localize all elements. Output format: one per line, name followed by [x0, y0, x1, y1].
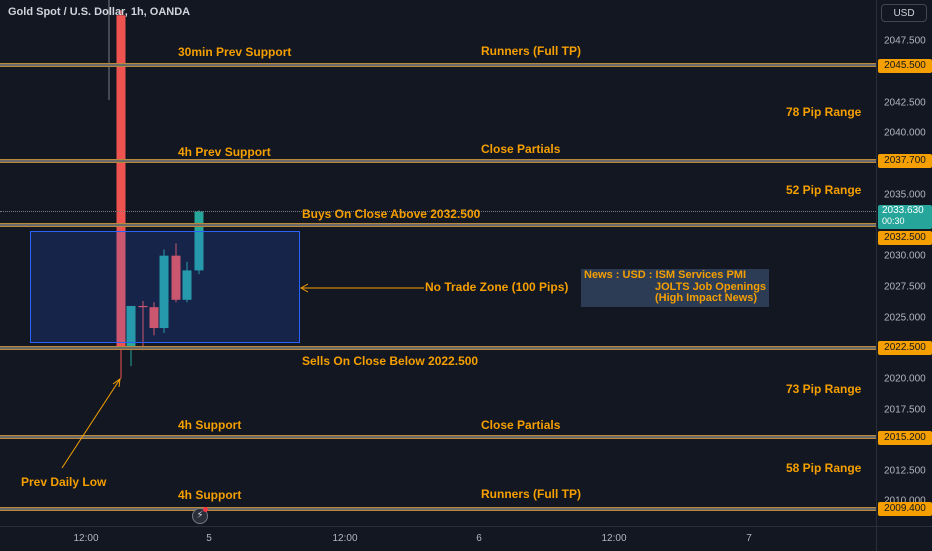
level-line-2037[interactable]	[0, 159, 876, 163]
price-tick: 2047.500	[884, 35, 926, 47]
price-tag-2032[interactable]: 2032.500	[878, 231, 932, 245]
news-line-2: JOLTS Job Openings	[655, 280, 767, 293]
price-tick: 2012.500	[884, 465, 926, 477]
label-78-pip-range: 78 Pip Range	[786, 105, 862, 119]
label-close-partials-top: Close Partials	[481, 142, 561, 156]
currency-button[interactable]: USD	[881, 4, 927, 22]
level-line-2045[interactable]	[0, 63, 876, 67]
current-price: 2033.630	[882, 205, 924, 216]
time-tick: 12:00	[332, 533, 358, 544]
price-tag-2015[interactable]: 2015.200	[878, 431, 932, 445]
candle-body[interactable]	[159, 255, 169, 329]
prev-daily-low-arrow	[61, 377, 121, 469]
price-tick: 2010.000	[884, 495, 926, 507]
candles-layer	[108, 0, 204, 379]
time-tick: 5	[206, 533, 212, 544]
label-no-trade-zone: No Trade Zone (100 Pips)	[425, 280, 569, 294]
level-line-2009[interactable]	[0, 507, 876, 511]
label-58-pip-range: 58 Pip Range	[786, 461, 862, 475]
price-tag-2045[interactable]: 2045.500	[878, 59, 932, 73]
time-axis[interactable]: 12:00 5 12:00 6 12:00 7	[0, 526, 876, 551]
price-axis[interactable]: USD 2047.500 2042.500 2040.000 2035.000 …	[876, 0, 932, 526]
time-tick: 6	[476, 533, 482, 544]
news-note[interactable]: News : USD : ISM Services PMI JOLTS Job …	[581, 269, 769, 307]
no-trade-zone-box[interactable]	[30, 231, 300, 343]
label-30min-prev-support: 30min Prev Support	[178, 45, 292, 59]
countdown: 00:30	[882, 216, 905, 226]
candle-body[interactable]	[182, 270, 192, 300]
arrows-layer	[61, 283, 424, 469]
candle-body[interactable]	[171, 255, 181, 300]
lightning-icon[interactable]: ⚡	[192, 508, 208, 524]
label-4h-support-a: 4h Support	[178, 418, 242, 432]
price-tick: 2025.000	[884, 312, 926, 324]
label-73-pip-range: 73 Pip Range	[786, 382, 862, 396]
label-close-partials-bottom: Close Partials	[481, 418, 561, 432]
time-tick: 12:00	[601, 533, 627, 544]
label-buys: Buys On Close Above 2032.500	[302, 207, 481, 221]
news-line-3: (High Impact News)	[655, 292, 758, 304]
label-runners-top: Runners (Full TP)	[481, 44, 581, 58]
label-4h-prev-support: 4h Prev Support	[178, 145, 271, 159]
chart-area[interactable]: Gold Spot / U.S. Dollar, 1h, OANDA 30min…	[0, 0, 876, 526]
price-tick: 2035.000	[884, 189, 926, 201]
symbol-title[interactable]: Gold Spot / U.S. Dollar, 1h, OANDA	[8, 6, 191, 18]
candle-body[interactable]	[126, 305, 136, 348]
price-tick: 2020.000	[884, 373, 926, 385]
candle-body[interactable]	[194, 211, 204, 271]
price-tick: 2030.000	[884, 250, 926, 262]
label-prev-daily-low: Prev Daily Low	[21, 475, 107, 489]
price-tick: 2027.500	[884, 281, 926, 293]
notification-dot	[203, 507, 208, 512]
axis-corner	[876, 526, 932, 551]
price-tag-2037[interactable]: 2037.700	[878, 154, 932, 168]
price-tag-2009[interactable]: 2009.400	[878, 502, 932, 516]
news-line-1: News : USD : ISM Services PMI	[584, 269, 746, 281]
price-tag-2022[interactable]: 2022.500	[878, 341, 932, 355]
level-line-2022[interactable]	[0, 346, 876, 350]
time-tick: 12:00	[73, 533, 99, 544]
no-trade-arrow	[299, 283, 424, 293]
label-52-pip-range: 52 Pip Range	[786, 183, 862, 197]
label-runners-bottom: Runners (Full TP)	[481, 487, 581, 501]
candle-body[interactable]	[138, 305, 148, 308]
candle-body[interactable]	[149, 307, 159, 329]
level-line-2015[interactable]	[0, 435, 876, 439]
current-price-tag[interactable]: 2033.630 00:30	[878, 205, 932, 229]
price-tick: 2042.500	[884, 97, 926, 109]
current-price-line	[0, 211, 876, 212]
label-4h-support-b: 4h Support	[178, 488, 242, 502]
price-tick: 2017.500	[884, 404, 926, 416]
time-tick: 7	[746, 533, 752, 544]
level-line-2032[interactable]	[0, 223, 876, 227]
candle-body[interactable]	[116, 15, 126, 348]
label-sells: Sells On Close Below 2022.500	[302, 354, 479, 368]
price-tick: 2040.000	[884, 127, 926, 139]
